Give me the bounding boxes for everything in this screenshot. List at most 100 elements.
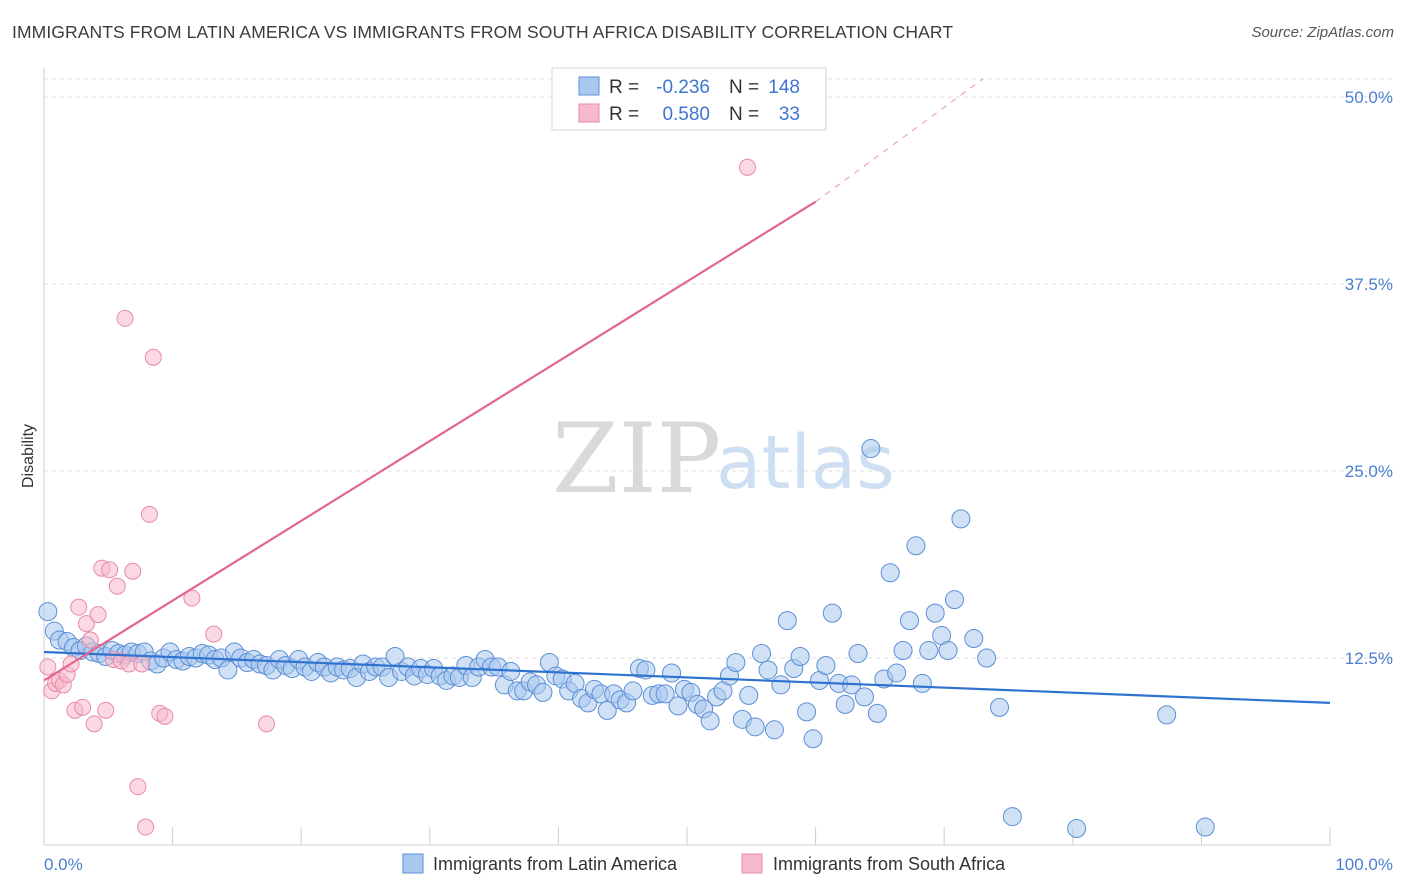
data-point-latin-america [700,711,720,731]
watermark-atlas: atlas [716,420,895,506]
data-point-latin-america [989,697,1009,717]
x-axis-ticks [43,827,1331,845]
y-tick-labels: 12.5% 25.0% 37.5% 50.0% [1345,88,1393,668]
data-point-latin-america [880,563,900,583]
watermark-zip: ZIP [552,403,721,515]
data-point-south-africa [89,606,107,624]
y-tick-label: 50.0% [1345,88,1393,107]
data-point-latin-america [835,694,855,714]
data-point-latin-america [636,660,656,680]
data-point-latin-america [1002,807,1022,827]
data-point-south-africa [97,701,115,719]
data-point-south-africa [257,715,275,733]
legend-swatch-latin-america [578,76,600,96]
x-tick-label-min: 0.0% [44,855,83,874]
data-point-south-africa [144,348,162,366]
data-point-south-africa [140,505,158,523]
data-point-latin-america [797,702,817,722]
y-axis-label: Disability [20,424,37,488]
grid-lines [44,78,1393,659]
series-south-africa-points [39,158,756,836]
trend-lines [43,78,1331,704]
data-point-latin-america [777,611,797,631]
data-point-latin-america [752,644,772,664]
data-point-latin-america [816,655,836,675]
data-point-latin-america [899,611,919,631]
chart-title: IMMIGRANTS FROM LATIN AMERICA VS IMMIGRA… [12,22,954,42]
legend-swatch-south-africa [578,103,600,123]
data-point-latin-america [919,641,939,661]
data-point-latin-america [925,603,945,623]
data-point-latin-america [655,684,675,704]
data-point-south-africa [116,309,134,327]
data-point-latin-america [218,660,238,680]
data-point-south-africa [77,615,95,633]
data-point-latin-america [662,663,682,683]
x-tick-label-max: 100.0% [1335,855,1393,874]
bottom-legend-swatch-south-africa [741,853,763,874]
legend-r-label-1: R = [609,77,639,98]
data-point-south-africa [205,625,223,643]
data-point-south-africa [81,631,99,649]
data-point-latin-america [861,439,881,459]
legend-r-label-2: R = [609,104,639,125]
data-point-latin-america [951,509,971,529]
data-point-south-africa [183,589,201,607]
data-point-south-africa [70,598,88,616]
data-point-latin-america [854,687,874,707]
legend-n-label-1: N = [729,77,759,98]
data-point-south-africa [39,658,57,676]
data-point-latin-america [848,644,868,664]
data-point-latin-america [38,602,58,622]
bottom-legend-label-latin-america: Immigrants from Latin America [433,854,678,874]
y-tick-label: 37.5% [1345,275,1393,294]
data-point-latin-america [745,717,765,737]
data-point-latin-america [758,660,778,680]
data-point-latin-america [912,673,932,693]
trend-line-latin-america [43,650,1331,704]
data-point-latin-america [964,629,984,649]
data-point-latin-america [790,647,810,667]
data-point-latin-america [867,703,887,723]
data-point-south-africa [101,561,119,579]
data-point-south-africa [156,707,174,725]
data-point-latin-america [893,641,913,661]
data-point-south-africa [124,562,142,580]
data-point-latin-america [771,675,791,695]
legend-r-value-1: -0.236 [656,77,710,98]
bottom-legend-swatch-latin-america [402,853,424,874]
data-point-latin-america [887,663,907,683]
data-point-latin-america [764,720,784,740]
trend-line-south-africa-extension [815,78,984,203]
data-point-latin-america [726,652,746,672]
watermark: ZIP atlas [552,403,895,515]
data-point-south-africa [129,778,147,796]
data-point-latin-america [944,590,964,610]
y-tick-label: 12.5% [1345,649,1393,668]
legend-n-value-1: 148 [768,77,800,98]
data-point-latin-america [1195,817,1215,837]
data-point-south-africa [85,715,103,733]
data-point-south-africa [74,698,92,716]
correlation-legend: R = -0.236 N = 148 R = 0.580 N = 33 [551,67,827,131]
data-point-latin-america [977,648,997,668]
data-point-latin-america [623,681,643,701]
data-point-latin-america [822,603,842,623]
data-point-south-africa [137,818,155,836]
data-point-south-africa [108,577,126,595]
legend-r-value-2: 0.580 [662,104,710,125]
legend-n-value-2: 33 [779,104,800,125]
data-point-latin-america [1067,819,1087,839]
data-point-latin-america [938,641,958,661]
data-point-latin-america [906,536,926,556]
trend-line-south-africa [43,200,817,682]
data-point-latin-america [803,729,823,749]
series-legend: Immigrants from Latin America Immigrants… [402,853,1006,874]
data-point-latin-america [597,700,617,720]
data-point-south-africa [738,158,756,176]
data-point-latin-america [533,682,553,702]
bottom-legend-label-south-africa: Immigrants from South Africa [773,854,1006,874]
data-point-latin-america [1157,705,1177,725]
data-point-south-africa [133,655,151,673]
